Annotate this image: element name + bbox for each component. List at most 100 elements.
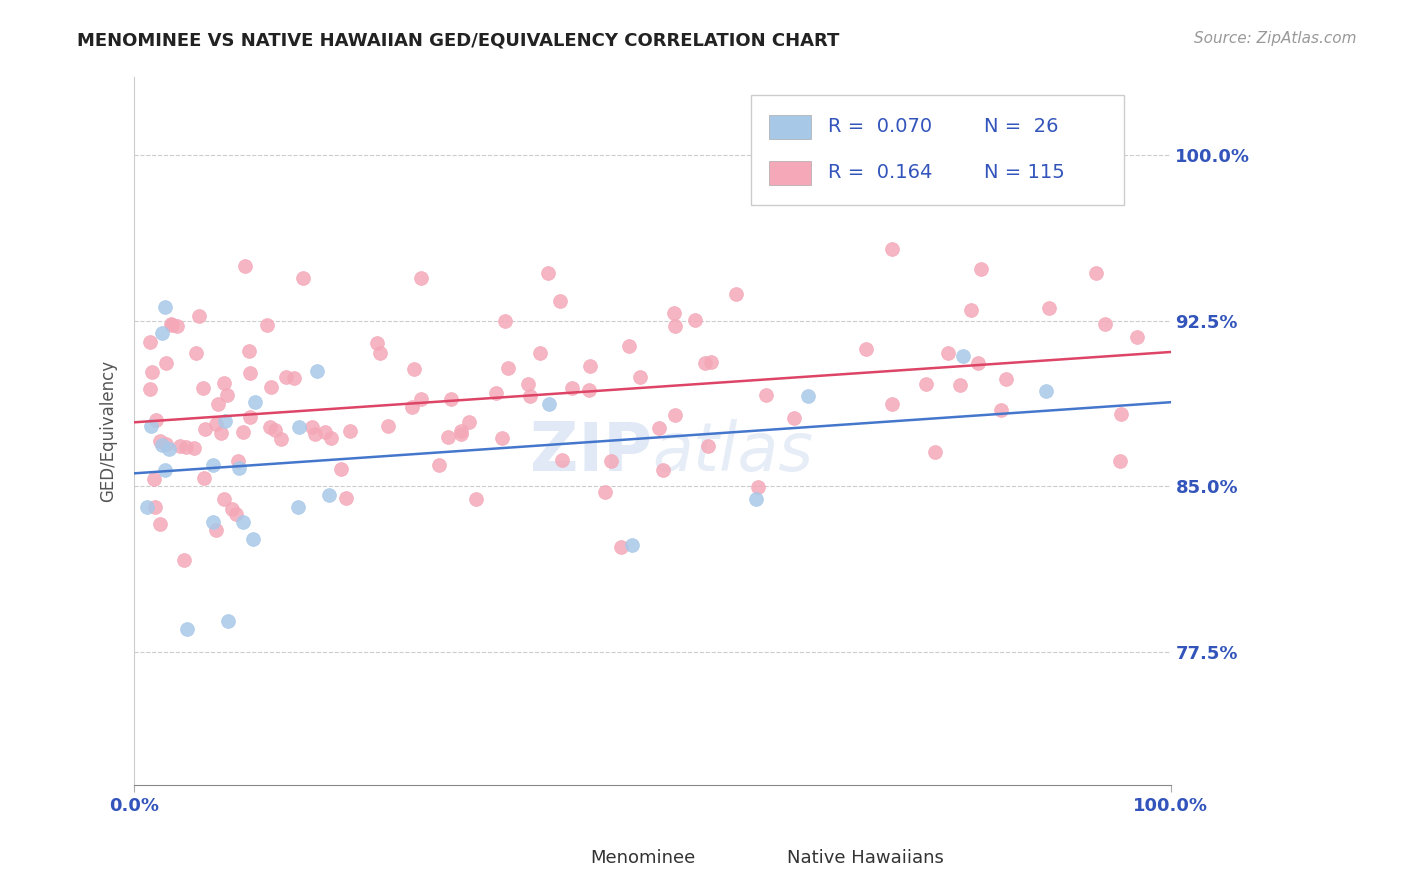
Point xyxy=(409,271,432,285)
Point xyxy=(243,395,266,409)
Point xyxy=(173,552,195,566)
Text: R =  0.164: R = 0.164 xyxy=(828,163,932,183)
Point xyxy=(194,422,217,436)
Point xyxy=(139,335,162,350)
Point xyxy=(664,319,686,334)
Point xyxy=(221,501,243,516)
Point xyxy=(465,491,488,506)
Point xyxy=(166,318,188,333)
Point xyxy=(193,471,215,485)
Point xyxy=(256,318,278,332)
Point xyxy=(264,423,287,437)
Point xyxy=(1126,330,1149,344)
Point xyxy=(239,410,262,425)
Point xyxy=(228,460,250,475)
Point xyxy=(139,382,162,396)
Point xyxy=(209,425,232,440)
Point xyxy=(207,397,229,411)
Point xyxy=(664,408,686,422)
Point xyxy=(288,419,311,434)
Point xyxy=(141,365,163,379)
Point xyxy=(537,266,560,280)
Point xyxy=(226,454,249,468)
Point xyxy=(238,344,260,359)
Point xyxy=(494,314,516,328)
Point xyxy=(377,419,399,434)
Point xyxy=(270,432,292,446)
Point xyxy=(782,411,804,425)
Point xyxy=(214,414,236,428)
Point xyxy=(1085,266,1108,280)
Point xyxy=(725,286,748,301)
Point xyxy=(880,397,903,411)
Point xyxy=(617,339,640,353)
Point xyxy=(205,417,228,432)
Point xyxy=(697,439,720,453)
Point xyxy=(548,294,571,309)
Point xyxy=(1038,301,1060,316)
Point xyxy=(217,388,239,402)
Point xyxy=(700,354,723,368)
Point xyxy=(755,388,778,402)
Point xyxy=(450,424,472,438)
Point xyxy=(150,438,173,452)
Point xyxy=(652,463,675,477)
Point xyxy=(225,507,247,521)
Point xyxy=(149,434,172,449)
Point xyxy=(176,622,198,636)
Text: ZIP: ZIP xyxy=(530,419,652,485)
Point xyxy=(457,416,479,430)
FancyBboxPatch shape xyxy=(769,114,811,139)
Point xyxy=(335,491,357,505)
Point xyxy=(401,401,423,415)
Point xyxy=(797,389,820,403)
Point xyxy=(169,439,191,453)
Text: Source: ZipAtlas.com: Source: ZipAtlas.com xyxy=(1194,31,1357,46)
Point xyxy=(960,303,983,318)
Point xyxy=(949,377,972,392)
Point xyxy=(283,371,305,385)
Point xyxy=(628,370,651,384)
Point xyxy=(259,420,281,434)
Point xyxy=(183,441,205,455)
Point xyxy=(186,346,208,360)
Point xyxy=(496,361,519,376)
Point xyxy=(217,614,239,628)
Point xyxy=(232,425,254,439)
Point xyxy=(561,381,583,395)
Point xyxy=(664,306,686,320)
Point xyxy=(519,389,541,403)
Point xyxy=(880,242,903,256)
Point xyxy=(995,372,1018,386)
Point xyxy=(600,454,623,468)
Point xyxy=(305,364,328,378)
Point xyxy=(274,370,297,384)
Point xyxy=(239,367,262,381)
Text: MENOMINEE VS NATIVE HAWAIIAN GED/EQUIVALENCY CORRELATION CHART: MENOMINEE VS NATIVE HAWAIIAN GED/EQUIVAL… xyxy=(77,31,839,49)
Point xyxy=(142,472,165,486)
Point xyxy=(936,345,959,359)
Point xyxy=(318,488,340,502)
Point xyxy=(155,300,177,314)
Point xyxy=(330,461,353,475)
Point xyxy=(437,430,460,444)
FancyBboxPatch shape xyxy=(751,95,1123,205)
FancyBboxPatch shape xyxy=(769,161,811,186)
Point xyxy=(135,500,157,514)
Point xyxy=(620,538,643,552)
Point xyxy=(366,336,388,351)
Point xyxy=(485,385,508,400)
Point xyxy=(404,362,426,376)
Point xyxy=(314,425,336,439)
Point xyxy=(537,397,560,411)
Point xyxy=(648,421,671,435)
Point xyxy=(232,515,254,529)
Point xyxy=(952,349,974,363)
Point xyxy=(368,346,391,360)
Point xyxy=(212,376,235,390)
Point xyxy=(339,424,361,438)
Point xyxy=(578,359,600,373)
Point xyxy=(855,343,877,357)
Point xyxy=(1108,453,1130,467)
Point xyxy=(204,524,226,538)
